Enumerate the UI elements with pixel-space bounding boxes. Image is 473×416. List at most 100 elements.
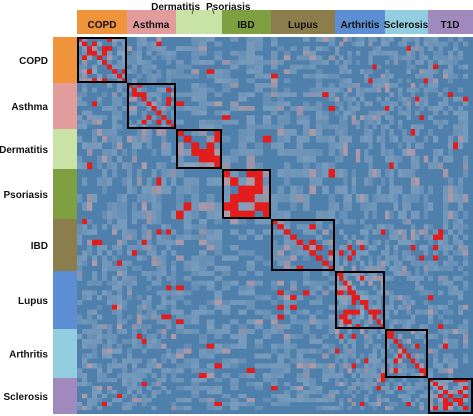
heatmap-cell (156, 69, 162, 74)
heatmap-cell (360, 69, 365, 74)
heatmap-cell (131, 402, 137, 407)
heatmap-cell (102, 265, 108, 272)
heatmap-cell (410, 229, 416, 235)
heatmap-cell (433, 55, 439, 61)
heatmap-cell (463, 353, 469, 359)
heatmap-cell (380, 353, 386, 359)
row-group-asthma-bar (53, 83, 77, 129)
heatmap-cell (136, 255, 142, 261)
heatmap-cell (117, 271, 123, 277)
heatmap-cell (322, 87, 329, 93)
heatmap-cell (347, 219, 352, 225)
heatmap-cell (277, 245, 284, 251)
heatmap-cell (328, 239, 336, 246)
heatmap-cell (368, 378, 373, 383)
heatmap-cell (271, 343, 278, 349)
heatmap-cell (335, 50, 340, 56)
heatmap-cell (389, 300, 394, 306)
row-label-t1d: T1D (29, 0, 48, 3)
heatmap-cell (458, 329, 464, 335)
heatmap-cell (322, 373, 329, 379)
heatmap-cell (372, 229, 377, 235)
heatmap-cell (360, 304, 365, 310)
heatmap-cell (322, 319, 329, 325)
heatmap-cell (343, 255, 348, 261)
heatmap-cell (376, 265, 382, 272)
heatmap-cell (199, 106, 207, 111)
heatmap-cell (385, 149, 390, 156)
heatmap-cell (222, 169, 231, 178)
heatmap-cell (364, 338, 369, 344)
heatmap-cell (112, 169, 118, 178)
heatmap-cell (127, 353, 133, 359)
heatmap-cell (402, 265, 407, 272)
heatmap-cell (230, 194, 239, 203)
heatmap-cell (156, 96, 162, 102)
heatmap-cell (156, 304, 162, 310)
heatmap-cell (277, 129, 284, 136)
heatmap-cell (393, 60, 399, 65)
heatmap-cell (230, 210, 239, 220)
heatmap-cell (438, 314, 444, 320)
heatmap-cell (97, 101, 103, 107)
heatmap-cell (112, 37, 118, 42)
heatmap-cell (206, 255, 215, 261)
heatmap-cell (97, 324, 103, 330)
heatmap-cell (389, 255, 394, 261)
heatmap-cell (389, 185, 394, 195)
heatmap-cell (214, 304, 223, 310)
heatmap-cell (463, 115, 469, 120)
heatmap-cell (393, 229, 399, 235)
heatmap-cell (183, 260, 192, 266)
heatmap-cell (364, 234, 369, 240)
heatmap-cell (183, 149, 192, 156)
heatmap-cell (97, 142, 103, 150)
heatmap-cell (222, 285, 231, 291)
heatmap-cell (397, 368, 403, 374)
heatmap-cell (393, 382, 399, 387)
heatmap-cell (238, 300, 247, 306)
heatmap-cell (271, 378, 278, 383)
heatmap-cell (102, 50, 108, 56)
heatmap-cell (406, 110, 411, 116)
heatmap-cell (372, 210, 377, 220)
heatmap-cell (364, 265, 369, 272)
heatmap-cell (107, 290, 113, 296)
heatmap-cell (376, 295, 382, 301)
heatmap-cell (246, 368, 255, 374)
heatmap-cell (277, 343, 284, 349)
heatmap-cell (246, 373, 255, 379)
heatmap-cell (246, 304, 255, 310)
heatmap-cell (351, 41, 357, 47)
heatmap-cell (347, 202, 352, 211)
heatmap-cell (214, 290, 223, 296)
heatmap-cell (463, 378, 469, 383)
heatmap-cell (77, 155, 83, 163)
heatmap-cell (343, 149, 348, 156)
heatmap-cell (161, 295, 167, 301)
heatmap-cell (206, 229, 215, 235)
heatmap-cell (296, 185, 304, 195)
heatmap-cell (364, 250, 369, 256)
heatmap-cell (183, 210, 192, 220)
heatmap-cell (262, 333, 272, 339)
heatmap-cell (82, 329, 88, 335)
heatmap-cell (122, 402, 128, 407)
heatmap-cell (368, 333, 373, 339)
heatmap-cell (335, 290, 340, 296)
heatmap-cell (303, 92, 310, 97)
heatmap-cell (419, 378, 424, 383)
heatmap-cell (102, 224, 108, 230)
heatmap-cell (364, 124, 369, 130)
heatmap-cell (254, 41, 264, 47)
heatmap-cell (376, 64, 382, 70)
heatmap-cell (347, 285, 352, 291)
heatmap-cell (453, 219, 459, 225)
heatmap-cell (277, 224, 284, 230)
heatmap-cell (296, 142, 304, 150)
heatmap-cell (156, 73, 162, 79)
heatmap-cell (82, 83, 88, 88)
heatmap-cell (271, 402, 278, 407)
heatmap-cell (463, 245, 469, 251)
heatmap-cell (415, 329, 420, 335)
